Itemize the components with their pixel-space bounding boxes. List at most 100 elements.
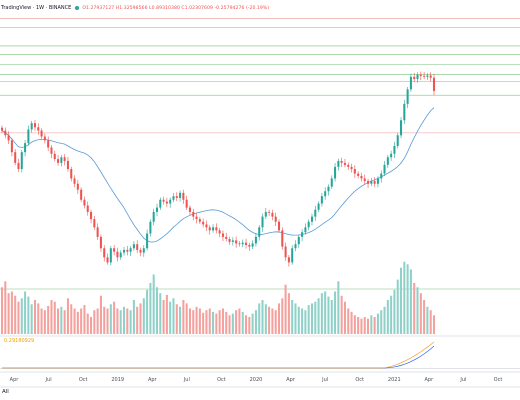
candle-body <box>182 192 185 200</box>
volume-bar <box>63 310 66 334</box>
volume-bar <box>416 287 419 334</box>
candle-body <box>4 130 7 136</box>
candle-body <box>146 233 149 249</box>
horizontal-levels <box>0 18 520 290</box>
volume-bar <box>380 310 383 334</box>
volume-bar <box>291 300 294 334</box>
candle-body <box>76 183 79 190</box>
candle-body <box>17 162 20 170</box>
volume-bar <box>337 281 340 334</box>
volume-bar <box>159 293 162 334</box>
candle-body <box>126 249 129 252</box>
candle-body <box>129 248 132 252</box>
time-axis-label: Jul <box>45 377 52 383</box>
market-status-icon <box>75 6 80 10</box>
candle-body <box>287 257 290 263</box>
time-axis-label: Jul <box>321 377 328 383</box>
volume-bar <box>314 301 317 334</box>
time-axis-label: 2021 <box>388 377 401 383</box>
candle-body <box>277 221 281 231</box>
candle-body <box>225 236 228 239</box>
candle-body <box>320 196 323 204</box>
volume-bar <box>106 308 109 334</box>
range-all-button[interactable]: All <box>2 389 9 395</box>
candle-body <box>80 189 83 200</box>
candle-body <box>347 164 350 167</box>
volume-bar <box>155 287 159 334</box>
candle-body <box>139 249 142 253</box>
volume-bar <box>40 308 43 334</box>
volume-bar <box>195 306 198 334</box>
time-axis-label: Apr <box>286 377 296 383</box>
volume-bar <box>103 306 106 334</box>
volume-bar <box>350 311 353 334</box>
candle-body <box>99 236 102 249</box>
volume-bar <box>340 295 343 334</box>
volume-bar <box>37 303 40 334</box>
volume-bar <box>268 306 271 334</box>
candle-body <box>330 178 333 187</box>
candle-body <box>376 178 379 184</box>
candle-body <box>103 248 106 258</box>
candle-body <box>261 216 264 228</box>
candle-body <box>37 127 40 131</box>
volume-bar <box>264 304 267 334</box>
candle-body <box>360 175 363 179</box>
candle-body <box>373 181 376 184</box>
candle-body <box>337 160 340 167</box>
candle-body <box>357 173 360 176</box>
candle-body <box>208 227 211 231</box>
volume-bar <box>248 317 251 334</box>
candle-body <box>251 243 254 247</box>
candle-body <box>334 166 337 179</box>
volume-bar <box>30 304 33 334</box>
candle-body <box>90 211 93 220</box>
candle-body <box>195 216 198 220</box>
volume-bar <box>393 289 396 334</box>
volume-bar <box>192 310 195 334</box>
volume-bar <box>261 300 264 334</box>
volume-bar <box>122 306 126 334</box>
candle-body <box>50 147 53 154</box>
candle-body <box>33 123 36 128</box>
volume-bar <box>66 298 69 334</box>
candle-body <box>393 145 396 154</box>
subpane-value-label: 0.29180929 <box>4 338 35 344</box>
candle-body <box>310 216 314 222</box>
candle-body <box>10 140 13 153</box>
volume-bar <box>152 274 155 334</box>
time-axis-label: Jul <box>183 377 190 383</box>
volume-bar <box>406 264 409 334</box>
candle-body <box>284 246 287 258</box>
volume-bar <box>228 315 231 334</box>
volume-bar <box>93 310 96 334</box>
candle-body <box>390 153 393 158</box>
candle-body <box>231 240 234 242</box>
volume-bar <box>320 293 323 334</box>
candle-body <box>20 152 23 170</box>
symbol-label[interactable]: TradingView · 1W · BINANCE <box>1 5 72 11</box>
moving-average-line <box>1 107 435 243</box>
candle-body <box>70 169 73 179</box>
volume-bar <box>251 313 254 334</box>
candle-body <box>274 216 277 222</box>
candle-body <box>66 160 69 170</box>
time-axis-label: Apr <box>10 377 20 383</box>
volume-bar <box>60 306 63 334</box>
candle-body <box>294 244 297 249</box>
volume-bar <box>426 306 429 334</box>
volume-bar <box>310 303 314 334</box>
volume-bar <box>297 306 300 334</box>
volume-bar <box>386 300 389 334</box>
candle-body <box>162 199 165 202</box>
volume-bar <box>271 308 274 334</box>
time-axis-label: Oct <box>217 377 226 383</box>
subpane-signal-line <box>2 345 435 369</box>
candle-body <box>353 169 356 174</box>
volume-bar <box>162 300 165 334</box>
candle-body <box>400 120 403 136</box>
volume-bar <box>96 308 99 334</box>
volume-bar <box>116 308 119 334</box>
